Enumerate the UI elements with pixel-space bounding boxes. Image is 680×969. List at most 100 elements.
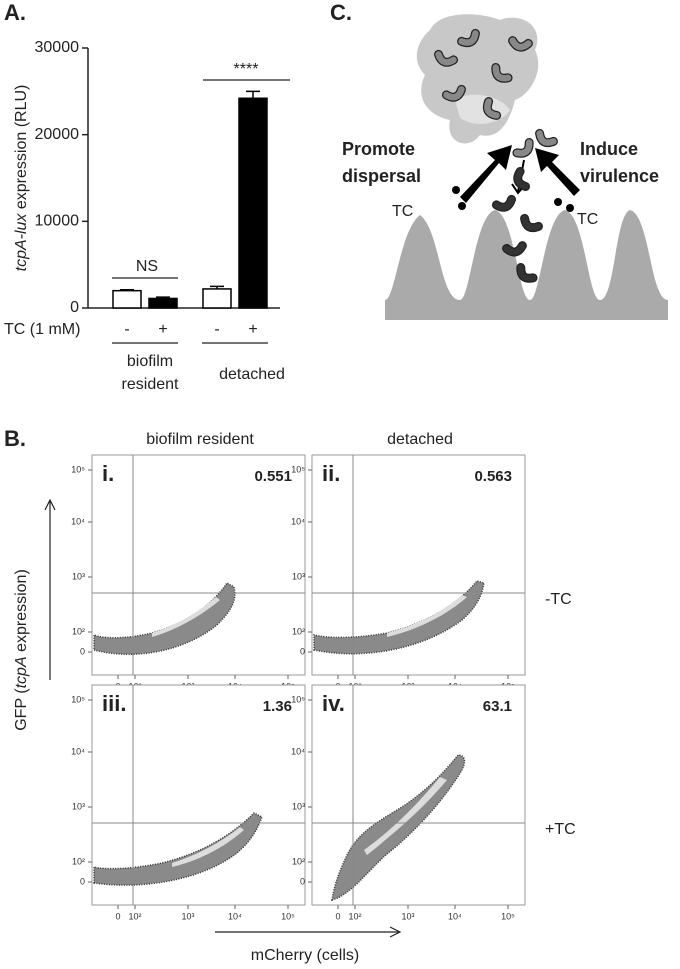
gate-percent: 0.563 [474,468,512,485]
y-tick-label: 10⁵ [291,694,305,704]
tc-dot [452,186,460,194]
density-cloud [93,812,263,886]
gate-percent: 63.1 [483,698,512,715]
tc-dot [554,198,562,206]
bacterium [514,168,529,190]
panel-numeral: iii. [102,691,126,716]
x-tick-label: 10⁴ [448,911,462,921]
axis-arrow [44,498,56,680]
annotation: NS [136,258,158,275]
bacterium [517,264,537,282]
tc-dot [458,202,466,210]
density-cloud [93,582,236,655]
annotation: **** [234,61,259,78]
density-core [387,595,467,637]
x-tick-label: - [214,321,219,338]
bacterium [492,64,512,82]
bacterium [521,215,542,231]
panel-numeral: ii. [322,461,340,486]
bacterium [493,196,515,211]
x-axis-label: mCherry (cells) [251,947,359,964]
group-label: detached [219,366,285,383]
x-tick-label: - [124,321,129,338]
biofilm-ground [385,210,668,320]
y-tick-label: 10³ [292,801,305,811]
bar [202,288,232,309]
x-tick-label: 0 [335,911,340,921]
y-axis-label: GFP (tcpA expression) [13,569,30,731]
bacterium [513,139,533,157]
y-tick-label: 10⁴ [291,746,305,756]
y-tick-label: 10² [72,856,85,866]
y-tick-label: 30000 [35,39,80,56]
x-tick-label: + [248,321,257,338]
density-core [172,827,244,867]
label: Induce virulence [580,139,659,186]
bacterium [509,37,532,51]
y-tick-label: 10² [292,626,305,636]
x-tick-label: 10⁵ [501,911,515,921]
y-tick-label: 10000 [35,213,80,230]
x-tick-label: 10² [128,911,141,921]
y-tick-label: 10⁵ [291,464,305,474]
y-tick-label: 0 [80,876,85,886]
column-header: biofilm resident [146,431,254,448]
flow-plot: i.0.55110⁵10⁴10³10²0010²10³10⁴10⁵ [71,454,306,691]
y-tick-label: 0 [70,299,79,316]
flow-plot: ii.0.56310⁵10⁴10³10²0010²10³10⁴10⁵ [291,454,526,691]
y-tick-label: 10⁵ [71,464,85,474]
y-axis-label: tcpA-lux expression (RLU) [13,85,30,272]
y-tick-label: 10² [292,856,305,866]
category-axis-label: TC (1 mM) [4,321,80,338]
gate-percent: 1.36 [263,698,292,715]
y-tick-label: 10⁴ [291,516,305,526]
y-tick-label: 10³ [72,571,85,581]
error-bar [246,90,260,99]
y-tick-label: 10⁴ [71,746,85,756]
tc-dot [566,204,574,212]
axis-arrow [215,926,402,938]
y-tick-label: 10³ [72,801,85,811]
x-tick-label: 10² [348,911,361,921]
x-tick-label: 10³ [401,911,414,921]
arrow [535,148,580,196]
y-tick-label: 10⁵ [71,694,85,704]
tc-label: TC [392,203,413,220]
bacterium [435,51,457,66]
panel-numeral: iv. [322,691,345,716]
panel-numeral: i. [102,461,114,486]
density-core [364,777,447,855]
density-core [152,597,220,637]
bacterium [503,242,526,256]
panel-label: A. [4,0,26,25]
row-label: -TC [545,591,572,608]
label: Promote dispersal [342,139,421,186]
arrow [460,145,512,203]
x-tick-label: + [158,321,167,338]
panel-label: B. [4,426,26,451]
gate-percent: 0.551 [254,468,292,485]
row-label: +TC [545,821,576,838]
bacterium [443,86,465,101]
error-bar [156,296,170,299]
panel-label: C. [330,0,352,25]
error-bar [210,285,224,289]
bacterium [484,98,500,119]
bar [238,97,268,309]
tc-label: TC [577,211,598,228]
y-tick-label: 0 [80,646,85,656]
label: biofilm resident [122,353,179,393]
error-bar [120,289,134,291]
y-tick-label: 10² [72,626,85,636]
diagram [385,14,668,320]
x-tick-label: 0 [115,911,120,921]
x-tick-label: 10⁴ [228,911,242,921]
x-tick-label: 10⁵ [281,911,295,921]
bar [148,297,178,309]
y-tick-label: 0 [300,646,305,656]
y-tick-label: 10⁴ [71,516,85,526]
x-tick-label: 10³ [181,911,194,921]
y-tick-label: 20000 [35,126,80,143]
